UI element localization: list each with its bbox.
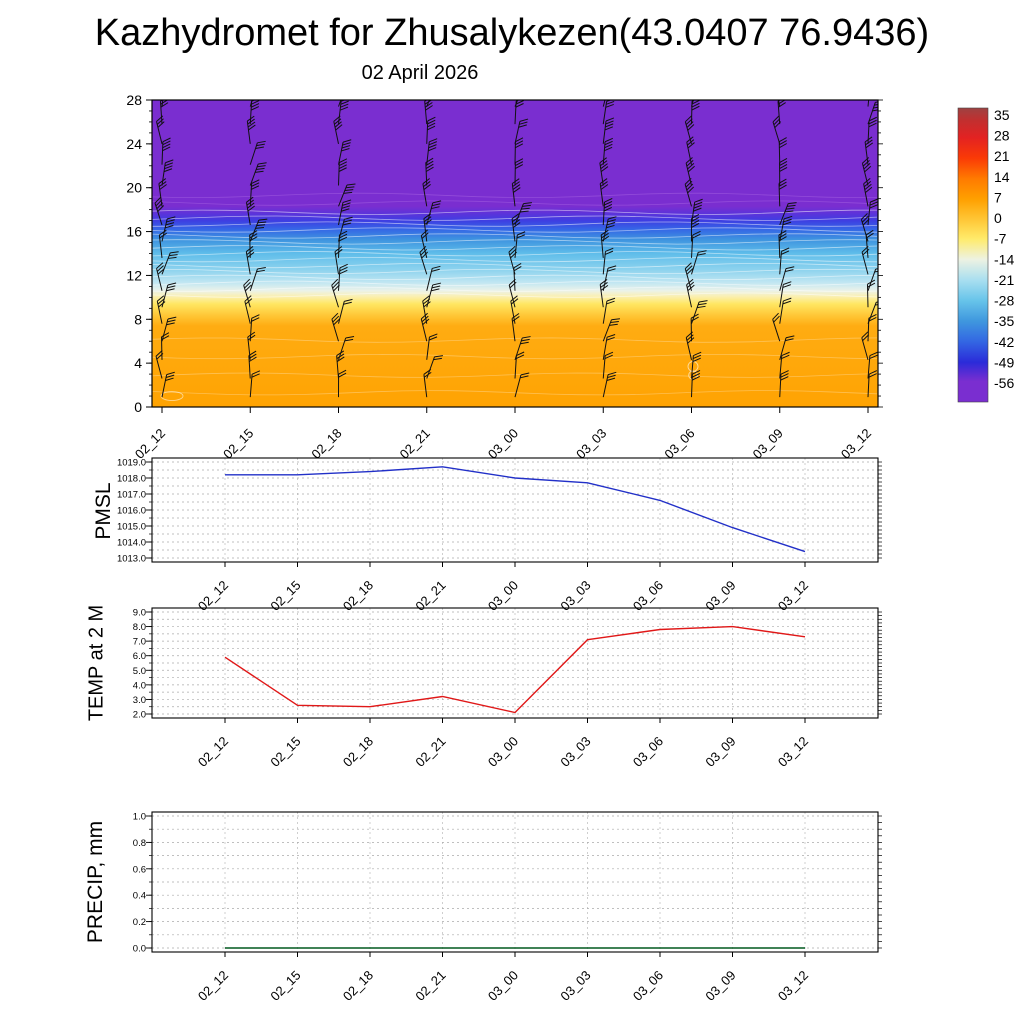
svg-text:7.0: 7.0 xyxy=(133,637,146,648)
svg-text:35: 35 xyxy=(994,107,1010,123)
colorbar: 35 28 21 14 7 0 -7 -14 -21 -28 -35 -42 -49 -56 xyxy=(957,107,1014,403)
svg-text:0: 0 xyxy=(994,210,1002,226)
svg-text:4.0: 4.0 xyxy=(133,680,146,691)
svg-text:3.0: 3.0 xyxy=(133,695,146,706)
svg-text:0.8: 0.8 xyxy=(133,838,146,849)
svg-text:03_12: 03_12 xyxy=(775,734,811,770)
temp-line xyxy=(224,625,806,714)
svg-text:0.4: 0.4 xyxy=(133,891,146,902)
svg-text:02_15: 02_15 xyxy=(220,426,256,462)
svg-text:02_21: 02_21 xyxy=(412,968,448,1004)
svg-text:02_15: 02_15 xyxy=(267,734,303,770)
svg-text:-35: -35 xyxy=(994,313,1014,329)
svg-text:02_18: 02_18 xyxy=(340,734,376,770)
svg-text:-42: -42 xyxy=(994,334,1014,350)
svg-text:03_03: 03_03 xyxy=(573,426,609,462)
pmsl-line xyxy=(225,466,806,553)
svg-text:-21: -21 xyxy=(994,272,1014,288)
svg-text:2.0: 2.0 xyxy=(133,710,146,721)
svg-text:02_12: 02_12 xyxy=(195,968,231,1004)
svg-text:28: 28 xyxy=(126,92,142,108)
svg-text:03_06: 03_06 xyxy=(630,968,666,1004)
svg-text:8.0: 8.0 xyxy=(133,622,146,633)
svg-text:1017.0: 1017.0 xyxy=(117,490,146,501)
svg-text:02_21: 02_21 xyxy=(397,426,433,462)
svg-text:03_09: 03_09 xyxy=(750,426,786,462)
svg-text:02_15: 02_15 xyxy=(267,968,303,1004)
svg-text:1013.0: 1013.0 xyxy=(117,554,146,565)
svg-text:-56: -56 xyxy=(994,375,1014,391)
precip-panel: 0.0 0.2 0.4 0.6 0.8 1.0 02_12 02_15 02_18 02_21 03… xyxy=(133,811,882,1004)
svg-text:-7: -7 xyxy=(994,231,1007,247)
svg-text:12: 12 xyxy=(126,267,142,283)
pmsl-panel: 1013.0 1014.0 1015.0 1016.0 1017.0 1018.0 1019… xyxy=(117,457,882,614)
svg-text:02_21: 02_21 xyxy=(412,734,448,770)
svg-text:5.0: 5.0 xyxy=(133,666,146,677)
svg-text:03_12: 03_12 xyxy=(775,968,811,1004)
svg-text:02_18: 02_18 xyxy=(308,426,344,462)
svg-text:1014.0: 1014.0 xyxy=(117,538,146,549)
svg-text:8: 8 xyxy=(134,311,142,327)
svg-text:1019.0: 1019.0 xyxy=(117,458,146,469)
colorbar-strip xyxy=(957,107,989,403)
svg-text:03_00: 03_00 xyxy=(485,734,521,770)
svg-text:1.0: 1.0 xyxy=(133,812,146,823)
svg-text:03_03: 03_03 xyxy=(557,968,593,1004)
svg-text:14: 14 xyxy=(994,169,1010,185)
svg-text:-14: -14 xyxy=(994,251,1014,267)
wind-barbs xyxy=(154,100,878,398)
svg-text:0.2: 0.2 xyxy=(133,917,146,928)
svg-text:1018.0: 1018.0 xyxy=(117,474,146,485)
svg-text:1016.0: 1016.0 xyxy=(117,506,146,517)
svg-text:02_12: 02_12 xyxy=(132,426,168,462)
temp-panel: 2.0 3.0 4.0 5.0 6.0 7.0 8.0 9.0 02_12 02_15 02_18 0… xyxy=(133,607,882,770)
svg-text:28: 28 xyxy=(994,128,1010,144)
svg-text:03_03: 03_03 xyxy=(557,734,593,770)
svg-text:9.0: 9.0 xyxy=(133,608,146,619)
svg-text:03_00: 03_00 xyxy=(485,426,521,462)
svg-text:03_09: 03_09 xyxy=(702,968,738,1004)
svg-text:02_12: 02_12 xyxy=(195,734,231,770)
date-subtitle: 02 April 2026 xyxy=(361,62,479,84)
svg-text:1015.0: 1015.0 xyxy=(117,522,146,533)
svg-text:03_12: 03_12 xyxy=(838,426,874,462)
svg-text:0.6: 0.6 xyxy=(133,864,146,875)
svg-text:03_09: 03_09 xyxy=(702,734,738,770)
cross-section-panel: 0 4 8 12 16 20 24 28 02_12 02_15 02_18 02_21 03_00 03… xyxy=(126,92,883,462)
page-title: Kazhydromet for Zhusalykezen(43.0407 76.… xyxy=(94,12,930,54)
svg-text:-49: -49 xyxy=(994,354,1014,370)
svg-text:7: 7 xyxy=(994,189,1002,205)
svg-text:20: 20 xyxy=(126,180,142,196)
svg-text:0: 0 xyxy=(134,399,142,415)
svg-text:16: 16 xyxy=(126,224,142,240)
svg-text:-28: -28 xyxy=(994,293,1014,309)
svg-text:24: 24 xyxy=(126,136,142,152)
svg-text:4: 4 xyxy=(134,355,142,371)
svg-text:6.0: 6.0 xyxy=(133,651,146,662)
svg-text:03_06: 03_06 xyxy=(661,426,697,462)
svg-text:03_00: 03_00 xyxy=(485,968,521,1004)
svg-text:03_06: 03_06 xyxy=(630,734,666,770)
svg-text:21: 21 xyxy=(994,148,1010,164)
svg-text:02_18: 02_18 xyxy=(340,968,376,1004)
svg-text:0.0: 0.0 xyxy=(133,944,146,955)
